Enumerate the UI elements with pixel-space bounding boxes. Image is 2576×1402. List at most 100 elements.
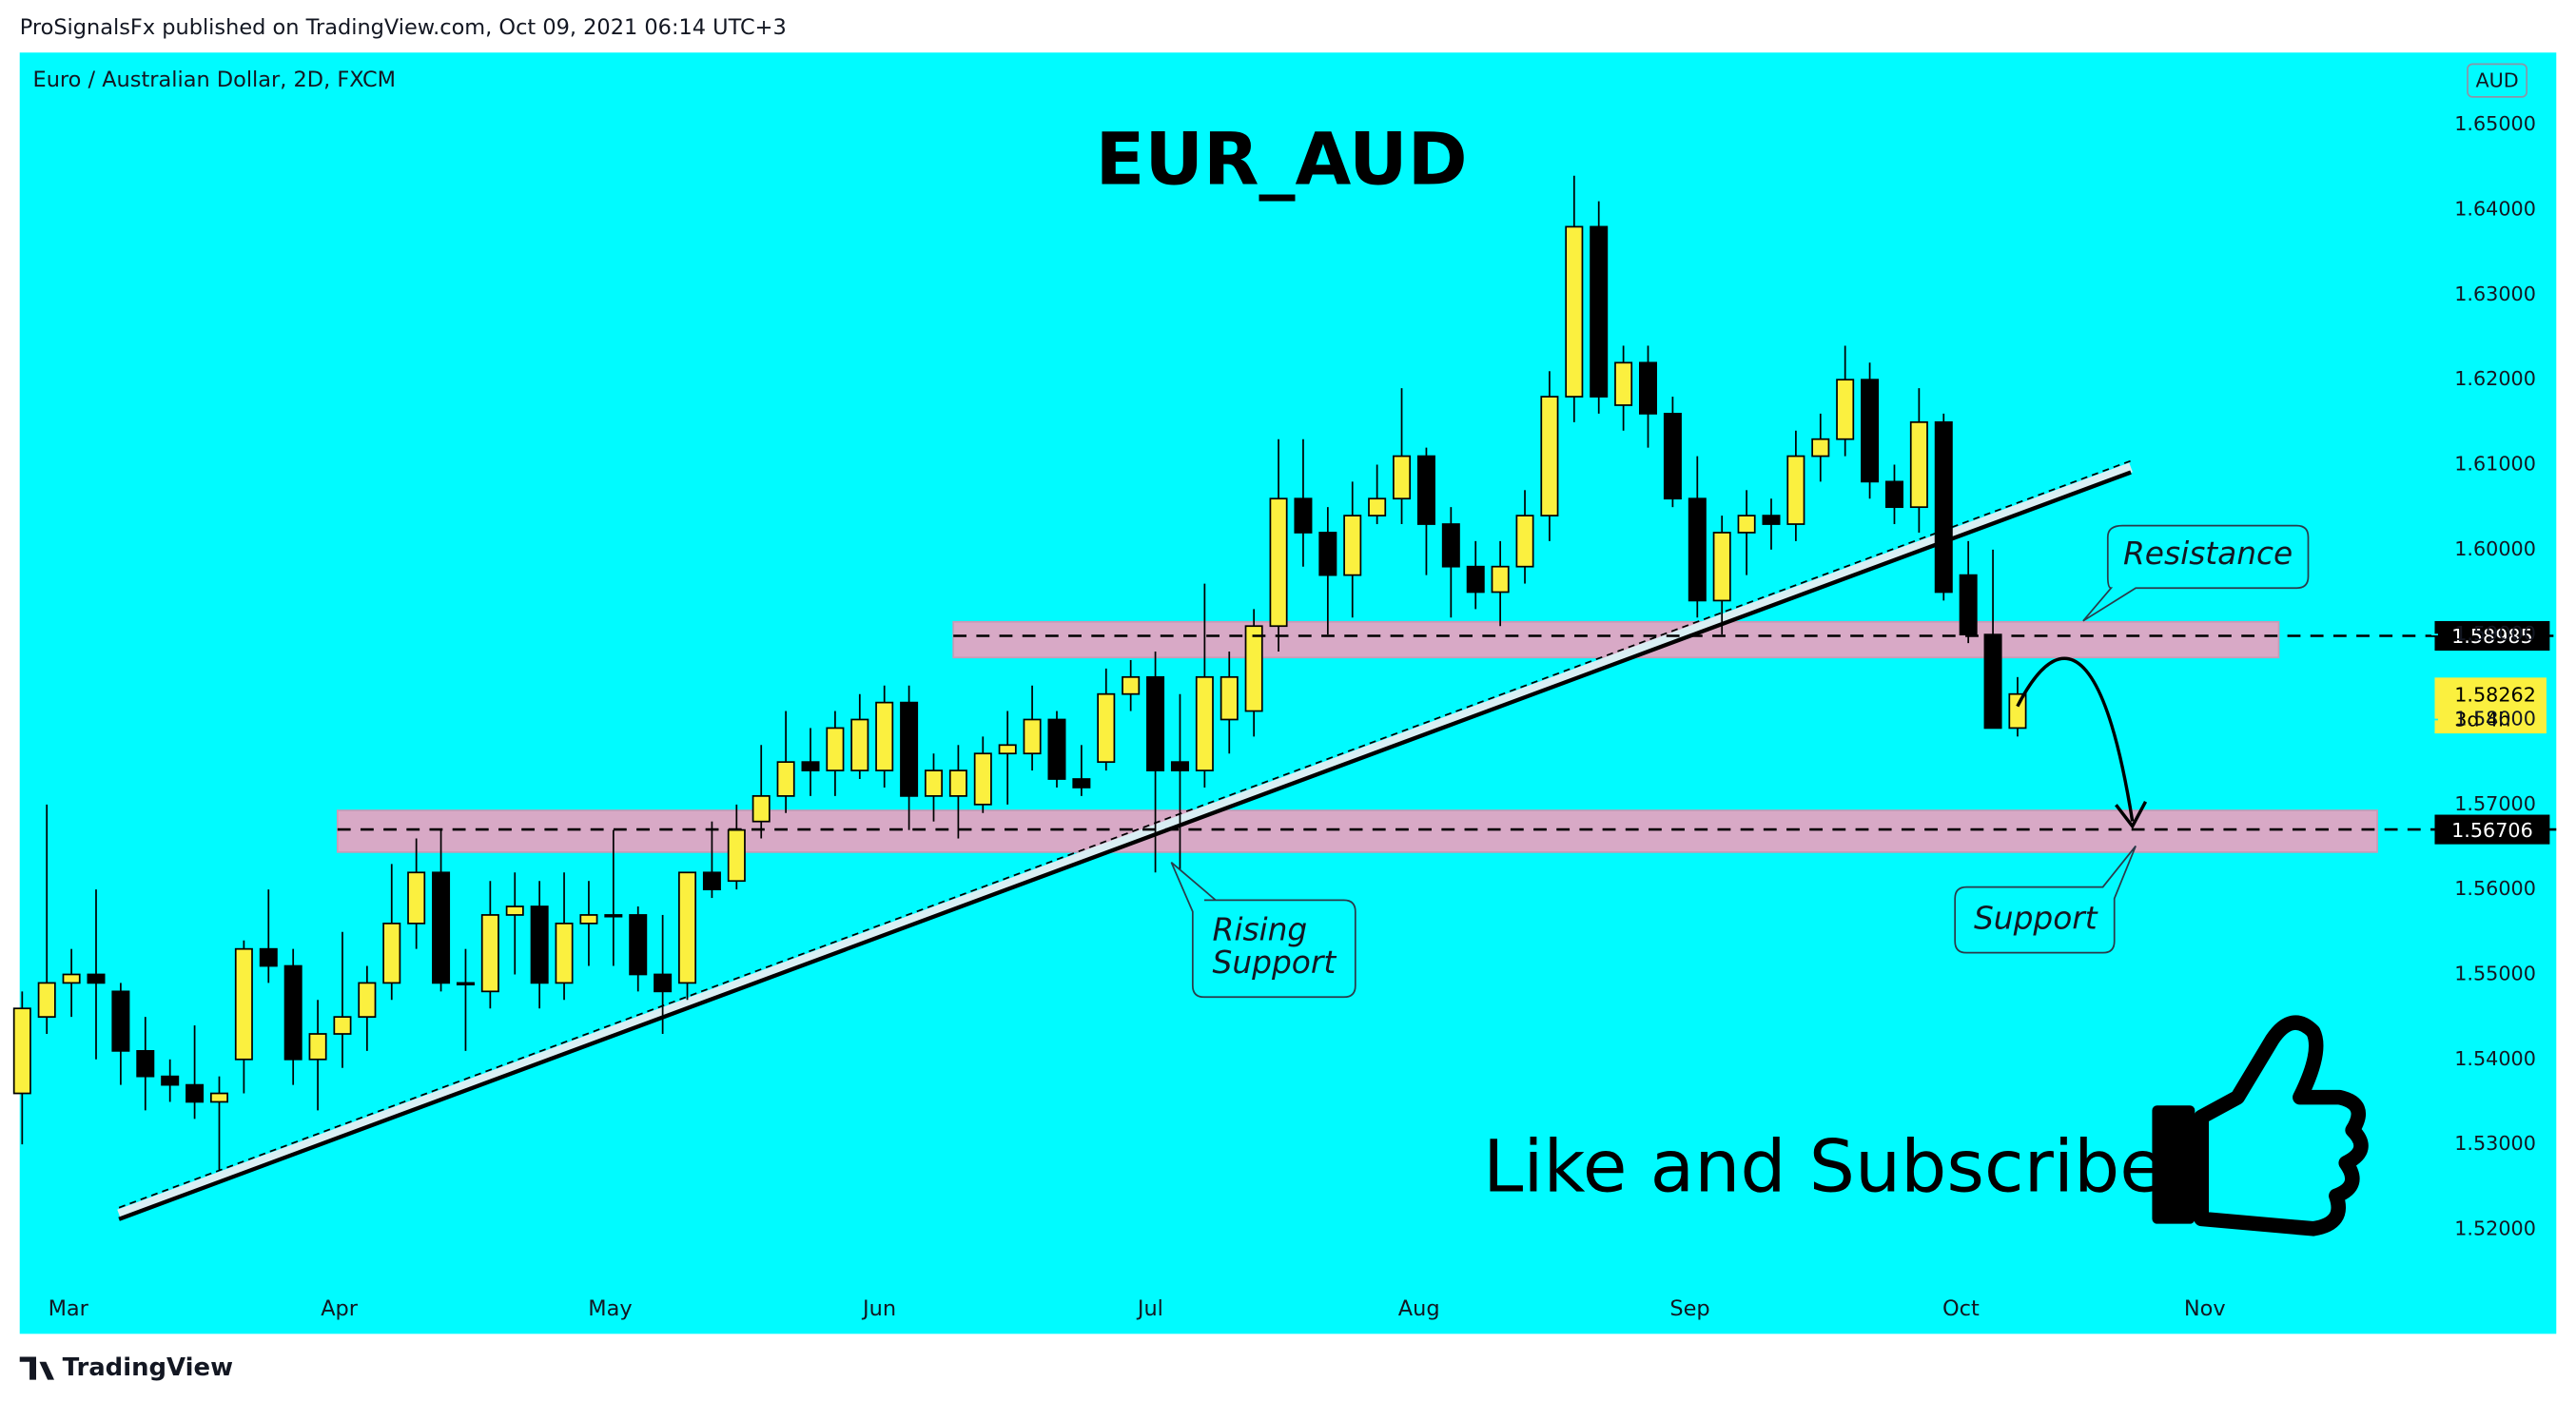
candle-body <box>1393 455 1412 500</box>
candle-body <box>1861 379 1880 483</box>
candle-body <box>826 727 845 771</box>
candle-body <box>1072 778 1091 789</box>
candle-body <box>62 973 81 984</box>
candle-body <box>1565 225 1584 398</box>
y-tick-label: 1.59000 <box>2454 622 2536 645</box>
candle-body <box>1318 532 1337 576</box>
candle-body <box>751 795 771 823</box>
candle-body <box>358 982 377 1018</box>
y-tick-label: 1.65000 <box>2454 112 2536 135</box>
x-tick-label: Aug <box>1398 1296 1440 1321</box>
currency-badge <box>2467 63 2528 98</box>
candle-body <box>875 701 894 771</box>
zone <box>952 620 2280 659</box>
candle-body <box>1343 515 1362 576</box>
trendline-band <box>117 462 2133 1219</box>
candle-body <box>1540 396 1559 516</box>
y-tick-label: 1.60000 <box>2454 537 2536 560</box>
candle-body <box>1122 675 1141 695</box>
candle-body <box>432 871 451 984</box>
candle-body <box>555 923 574 984</box>
x-tick-label: Oct <box>1942 1296 1980 1321</box>
thumb-cuff <box>2152 1105 2195 1224</box>
candle-body <box>1195 675 1214 771</box>
x-tick-label: Sep <box>1669 1296 1709 1321</box>
candle-body <box>654 973 673 993</box>
candle-body <box>407 871 426 925</box>
x-tick-label: Nov <box>2184 1296 2226 1321</box>
candle-body <box>1269 497 1288 628</box>
resistance-callout <box>2082 524 2310 622</box>
candle-body <box>1368 497 1387 516</box>
candle-body <box>1416 455 1435 525</box>
candle-body <box>1294 497 1313 534</box>
rising-support-callout <box>1170 862 1356 999</box>
candle-body <box>702 871 721 891</box>
candle-body <box>161 1075 180 1086</box>
candle-body <box>1466 565 1485 594</box>
candle-body <box>1712 532 1731 602</box>
candle-body <box>1983 633 2002 730</box>
candle-body <box>1811 438 1830 458</box>
zone <box>336 809 2378 853</box>
candle-body <box>850 718 869 771</box>
candle-body <box>456 982 475 985</box>
candle-body <box>382 923 401 984</box>
arrow-head <box>2115 800 2148 829</box>
candle-body <box>1884 480 1903 509</box>
candle-body <box>1220 675 1239 721</box>
candle-body <box>1590 225 1609 398</box>
y-tick-label: 1.57000 <box>2454 792 2536 815</box>
candle-body <box>973 752 992 806</box>
currency: AUD <box>2475 68 2518 91</box>
candle-body <box>1023 718 1042 755</box>
candle-body <box>924 769 943 797</box>
candle-body <box>998 744 1017 755</box>
level-badge <box>2434 620 2550 652</box>
plot-bg <box>19 52 2557 1334</box>
y-tick-label: 1.63000 <box>2454 282 2536 305</box>
candle-body <box>136 1050 155 1078</box>
footer: TradingView <box>63 1353 233 1382</box>
candle-body <box>1170 761 1189 771</box>
candle-body <box>505 905 524 916</box>
candle-body <box>530 905 549 984</box>
candle-body <box>234 947 253 1061</box>
chart-title: EUR_AUD <box>1095 117 1467 202</box>
legend: Euro / Australian Dollar, 2D, FXCM <box>33 68 396 92</box>
candle-body <box>209 1092 228 1103</box>
candle-body <box>308 1033 327 1061</box>
forecast-arrow <box>2016 656 2135 822</box>
candle-body <box>1836 379 1855 440</box>
y-tick-label: 1.52000 <box>2454 1217 2536 1239</box>
candle-body <box>1909 420 1928 509</box>
candle-body <box>579 914 598 925</box>
x-tick-label: Mar <box>49 1296 89 1321</box>
candle-body <box>2008 692 2027 730</box>
header: ProSignalsFx published on TradingView.co… <box>20 15 787 40</box>
candle-body <box>1688 497 1707 602</box>
rising-support-label: Support <box>1213 944 1337 981</box>
candle-body <box>1146 675 1165 771</box>
y-tick-label: 1.58000 <box>2454 707 2536 730</box>
y-tick-label: 1.55000 <box>2454 962 2536 984</box>
candle-body <box>259 947 278 967</box>
candle-body <box>37 982 56 1018</box>
candle-body <box>1663 413 1682 500</box>
candle-body <box>900 701 919 797</box>
level-badge <box>2434 814 2550 845</box>
trendline <box>118 470 2132 1221</box>
candle-body <box>678 871 697 984</box>
y-tick-label: 1.62000 <box>2454 367 2536 390</box>
x-tick-label: May <box>588 1296 632 1321</box>
candle-body <box>1097 692 1116 764</box>
trendline-dashed <box>118 459 2132 1209</box>
candle-body <box>185 1083 205 1103</box>
x-tick-label: Jul <box>1136 1296 1163 1321</box>
candle-body <box>1737 515 1756 534</box>
y-tick-label: 1.61000 <box>2454 453 2536 476</box>
y-tick-label: 1.64000 <box>2454 198 2536 221</box>
support-label: Support <box>1974 901 2098 937</box>
candle-body <box>1786 455 1805 525</box>
